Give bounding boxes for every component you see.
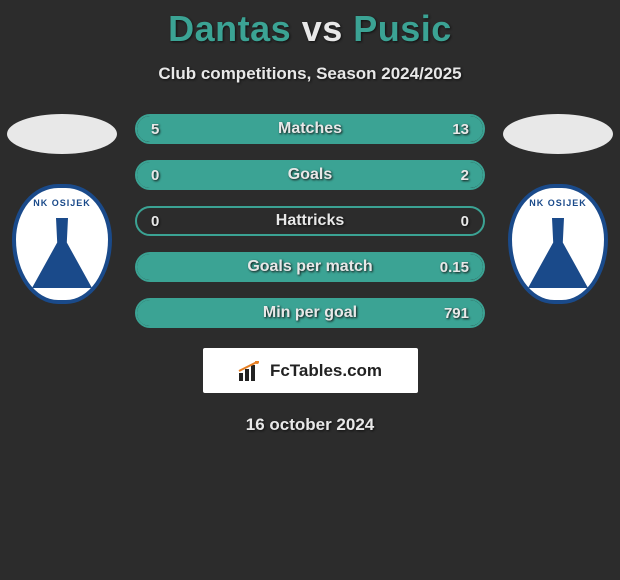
stat-left-value: 0 [151,213,159,230]
player1-club-badge: NK OSIJEK [12,184,112,304]
stat-bar: 0 Hattricks 0 [135,206,485,236]
stat-bar: 0 Goals 2 [135,160,485,190]
stats-column: 5 Matches 13 0 Goals 2 0 Hattricks 0 Goals per ma… [135,114,485,328]
stat-label: Matches [278,120,342,138]
stat-right-value: 791 [444,305,469,322]
stat-left-value: 0 [151,167,159,184]
logo-text: FcTables.com [270,361,382,381]
stat-fill-right [233,116,483,142]
source-logo[interactable]: FcTables.com [203,348,418,393]
date-label: 16 october 2024 [0,415,620,435]
comparison-row: NK OSIJEK 5 Matches 13 0 Goals 2 0 Hattricks 0 Go… [0,114,620,328]
stat-bar: 5 Matches 13 [135,114,485,144]
bar-chart-icon [238,361,264,381]
stat-bar: Goals per match 0.15 [135,252,485,282]
title-player1: Dantas [168,8,291,49]
player2-club-badge: NK OSIJEK [508,184,608,304]
player2-column: NK OSIJEK [503,114,613,304]
page-title: Dantas vs Pusic [0,0,620,50]
bridge-icon [528,218,588,288]
stat-left-value: 5 [151,121,159,138]
badge-text: NK OSIJEK [529,198,587,208]
player1-column: NK OSIJEK [7,114,117,304]
stat-right-value: 0.15 [440,259,469,276]
bridge-icon [32,218,92,288]
badge-text: NK OSIJEK [33,198,91,208]
title-vs: vs [302,8,343,49]
player2-avatar-icon [503,114,613,154]
stat-label: Goals [288,166,332,184]
title-player2: Pusic [353,8,452,49]
player1-avatar-icon [7,114,117,154]
stat-label: Hattricks [276,212,344,230]
stat-label: Min per goal [263,304,357,322]
stat-right-value: 13 [452,121,469,138]
shield-icon: NK OSIJEK [12,184,112,304]
stat-bar: Min per goal 791 [135,298,485,328]
shield-icon: NK OSIJEK [508,184,608,304]
stat-label: Goals per match [247,258,372,276]
subtitle: Club competitions, Season 2024/2025 [0,64,620,84]
stat-right-value: 2 [461,167,469,184]
stat-right-value: 0 [461,213,469,230]
